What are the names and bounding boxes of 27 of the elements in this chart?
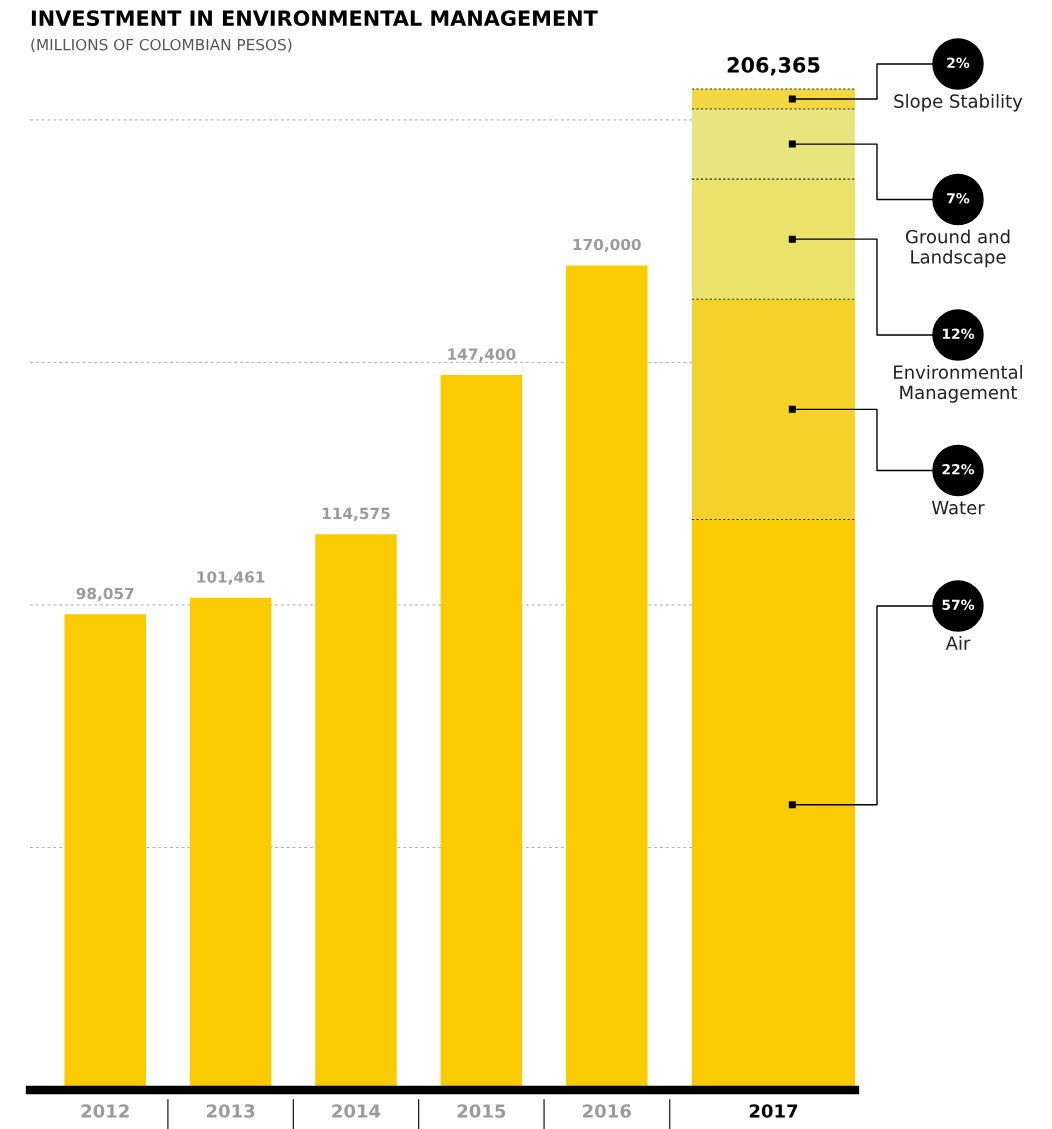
data-label: 101,461: [197, 571, 265, 585]
x-tick-label: 2015: [457, 1104, 506, 1118]
x-tick-label: 2017: [749, 1104, 798, 1118]
text: 2%: [947, 57, 970, 69]
x-tick-label: 2014: [332, 1104, 381, 1118]
text: Slope Stability: [894, 94, 1023, 112]
text: 12%: [942, 328, 975, 340]
data-label: 170,000: [573, 238, 641, 253]
x-tick-label: 2012: [81, 1104, 129, 1118]
text: Water: [931, 501, 985, 515]
data-label: 114,575: [322, 507, 390, 522]
bar: [692, 299, 855, 520]
chart-subtitle: (MILLIONS OF COLOMBIAN PESOS): [31, 38, 292, 53]
data-label: 98,057: [76, 587, 134, 602]
bar: [692, 179, 855, 300]
data-label: 147,400: [448, 348, 516, 362]
x-tick-label: 2013: [206, 1104, 255, 1118]
text: Environmental Management: [894, 365, 1022, 403]
text: Ground and Landscape: [905, 229, 1010, 268]
total-label: 206,365: [727, 57, 820, 76]
text: 7%: [947, 193, 970, 204]
text: 22%: [942, 464, 975, 475]
chart-title: INVESTMENT IN ENVIRONMENTAL MANAGEMENT: [31, 10, 598, 27]
text: 57%: [942, 599, 975, 611]
text: Air: [945, 636, 971, 650]
x-tick-label: 2016: [583, 1104, 631, 1118]
bar: [692, 109, 855, 180]
